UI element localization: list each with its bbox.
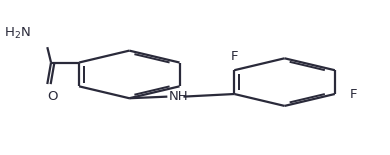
Text: NH: NH [169,90,189,103]
Text: $\mathregular{H_2N}$: $\mathregular{H_2N}$ [4,26,30,41]
Text: O: O [48,90,58,103]
Text: F: F [230,50,238,62]
Text: F: F [350,88,357,100]
